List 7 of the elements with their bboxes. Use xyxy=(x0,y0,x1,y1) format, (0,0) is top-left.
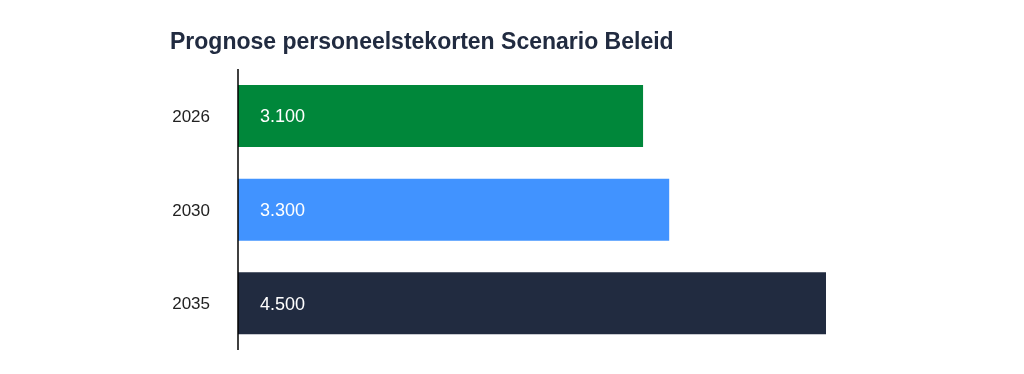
y-tick-label: 2030 xyxy=(172,200,210,220)
chart-title: Prognose personeelstekorten Scenario Beleid xyxy=(170,28,674,55)
data-label: 3.100 xyxy=(260,106,306,127)
y-tick-label: 2026 xyxy=(172,106,210,126)
data-label: 4.500 xyxy=(260,293,306,314)
y-tick-label: 2035 xyxy=(172,294,210,314)
data-label: 3.300 xyxy=(260,200,306,221)
